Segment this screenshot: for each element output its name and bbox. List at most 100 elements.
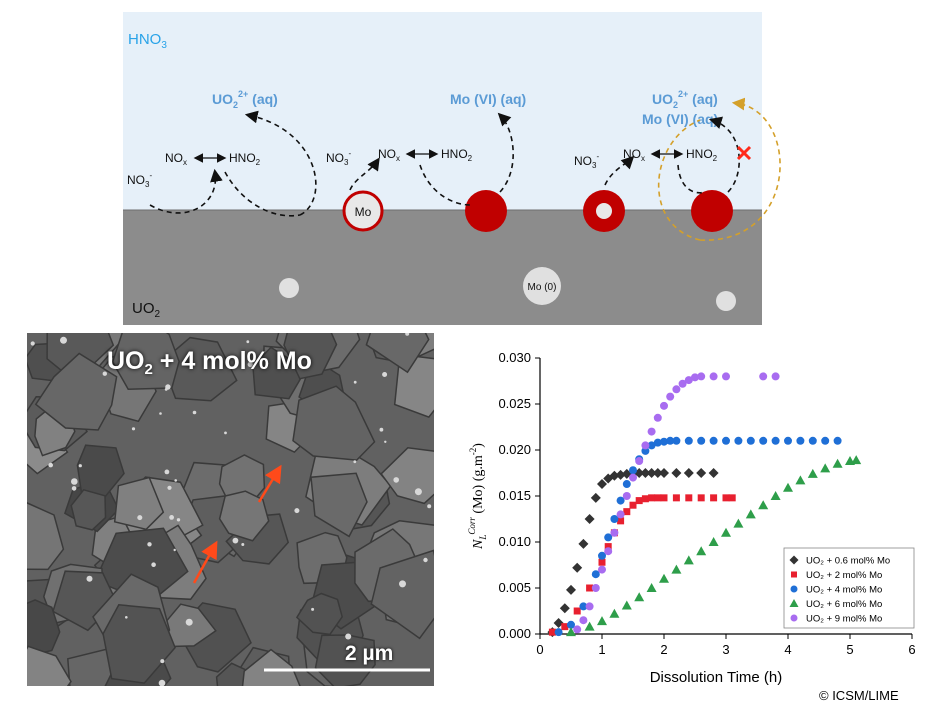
series-1 [547,468,719,638]
mo-precipitate [125,616,128,619]
sem-micrograph: UO2 + 4 mol% Mo 2 µm [27,333,434,686]
mo-release-path [497,112,514,193]
sem-grain [27,502,65,571]
mo-metal-particle-1 [279,278,299,298]
data-point [590,492,601,503]
uo2-aq-label-2: UO22+ (aq) [652,89,718,110]
data-point [746,436,755,445]
mo-precipitate [423,557,428,563]
data-point [586,584,594,592]
data-point [771,372,780,381]
data-point [646,583,657,592]
data-point [629,473,637,482]
data-point [759,436,768,445]
sem-grain [70,488,107,531]
mo-precipitate [353,460,357,464]
data-point [708,468,719,478]
x-tick-label: 6 [908,642,915,657]
uo2-solid-label: UO2 [132,300,161,320]
legend-marker [790,614,798,622]
mo-precipitate [158,679,166,686]
mo-precipitate [379,427,384,432]
data-point [584,514,595,524]
data-point [721,527,731,537]
mo-precipitate [405,333,410,336]
mo-precipitate [147,542,152,547]
data-point [566,584,576,595]
data-point [616,510,625,519]
red-arrow-2 [192,540,218,584]
blocked-release-path [708,116,740,193]
uo2-aq-label-1: UO22+ (aq) [212,89,278,110]
mo-metal-particle-2 [523,267,561,305]
data-point [598,551,606,560]
nitrate-reduction-path-3 [604,155,635,186]
mo-particle-label: Mo [355,205,372,219]
data-point [672,385,681,394]
data-point [604,533,613,542]
data-point [641,441,650,450]
data-point [660,437,668,446]
data-point [770,491,781,500]
scale-bar-label: 2 µm [345,642,394,665]
legend-entry: UO₂ + 2 mol% Mo [806,570,882,581]
sem-grain [27,599,61,657]
sem-grain [34,352,118,431]
mo-precipitate [384,440,387,443]
sem-grain [310,472,368,538]
mo-precipitate [246,340,250,344]
data-point [832,458,843,468]
mo-precipitate [167,485,172,490]
data-point [820,463,831,473]
sem-grain [283,333,338,380]
sem-title: UO2 + 4 mol% Mo [107,347,312,378]
data-point [722,494,730,502]
solid-region [123,210,762,325]
data-point [640,468,651,478]
data-point [683,555,694,565]
data-point [647,427,656,436]
mo-oxide-particle-2 [691,190,733,232]
mo-precipitate [176,518,181,522]
sem-grain [102,604,176,684]
data-point [604,543,612,551]
data-point [808,436,817,445]
data-point [710,494,718,502]
mo-precipitate [173,548,176,552]
data-point [678,379,687,388]
mo-precipitate [224,431,227,435]
hno2-attack-path-1 [224,171,301,217]
mo-precipitate [131,427,136,431]
mo-precipitate [86,575,93,582]
y-tick-label: 0.025 [498,396,531,411]
legend-marker [789,555,799,565]
y-tick-label: 0.020 [498,442,531,457]
sem-grain [241,648,301,686]
y-tick-label: 0.010 [498,534,531,549]
blocked-cross-icon [736,145,752,161]
data-point [733,518,744,528]
no3-label-2: NO3- [326,149,351,167]
copyright-notice: © ICSM/LIME [819,688,899,703]
data-point [597,616,607,626]
mo-precipitate [393,477,400,483]
data-point [621,600,632,610]
data-point [617,517,625,525]
data-point [597,479,607,490]
data-point [554,628,563,637]
mo-precipitate [160,659,165,664]
legend-box [783,547,915,629]
data-point [784,436,792,445]
data-point [591,570,600,579]
data-point [622,492,631,500]
data-point [561,623,569,631]
red-arrow-1 [257,464,282,503]
data-point [697,436,706,445]
series-3 [554,436,842,637]
data-point [553,617,564,628]
hno2-label-3: HNO2 [686,147,718,163]
mo-precipitate [48,462,53,468]
x-tick-label: 4 [784,642,791,657]
mo0-label: Mo (0) [528,282,557,293]
chart-legend: UO₂ + 0.6 mol% Mo UO₂ + 2 mol% Mo UO₂ + 4 … [783,547,915,629]
